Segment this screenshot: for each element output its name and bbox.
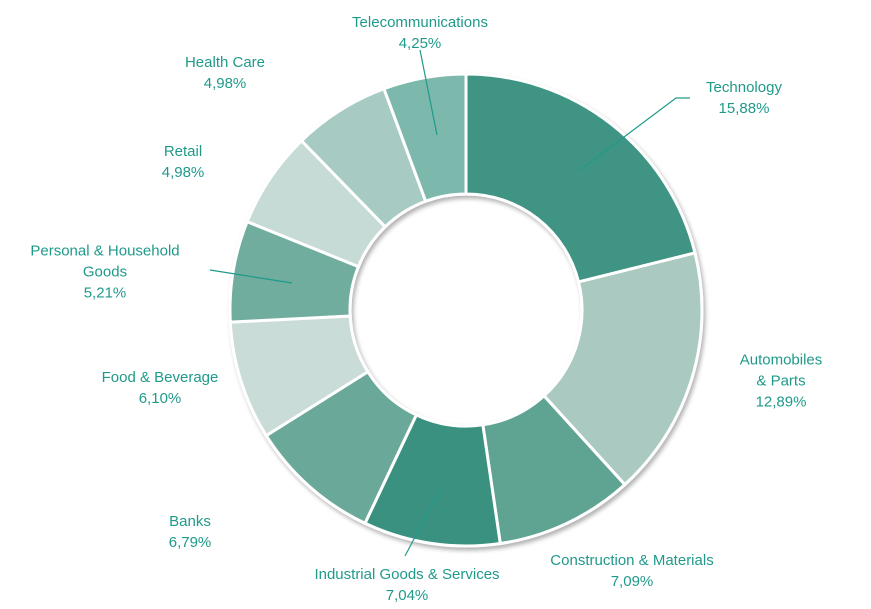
slice-value: 4,98%: [161, 164, 205, 181]
slice-label: Automobiles & Parts 12,89%: [736, 350, 826, 413]
slice-value: 15,88%: [718, 100, 770, 117]
slice-label: Industrial Goods & Services 7,04%: [314, 564, 499, 606]
slice-value: 4,98%: [203, 75, 247, 92]
slice-value: 6,10%: [138, 390, 182, 407]
slice-name: Telecommunications: [352, 14, 488, 31]
slice-name: Food & Beverage: [101, 369, 219, 386]
slice-label: Personal & Household Goods 5,21%: [8, 241, 203, 304]
donut-slice: [464, 72, 697, 284]
leader-line: [209, 269, 293, 284]
slice-label: Construction & Materials 7,09%: [550, 550, 713, 592]
slice-name: Industrial Goods & Services: [314, 566, 500, 583]
slice-name: Construction & Materials: [550, 552, 714, 569]
slice-value: 4,25%: [398, 35, 442, 52]
donut: [228, 72, 704, 548]
slice-name: Health Care: [184, 54, 266, 71]
leader-line: [579, 97, 690, 171]
slice-value: 12,89%: [755, 393, 807, 411]
donut-slice: [382, 72, 468, 204]
slice-label: Banks 6,79%: [169, 511, 212, 553]
slice-value: 6,79%: [168, 534, 212, 551]
slice-value: 5,21%: [83, 284, 127, 302]
slice-name: Retail: [163, 143, 203, 160]
slice-name: Banks: [169, 513, 211, 530]
slice-label: Retail 4,98%: [162, 141, 205, 183]
slice-label: Technology 15,88%: [706, 77, 782, 119]
leader-lines: [209, 49, 690, 557]
slice-name: Automobiles & Parts: [739, 351, 823, 390]
slice-label: Food & Beverage 6,10%: [102, 367, 219, 409]
leader-line: [419, 49, 438, 136]
slice-label: Telecommunications 4,25%: [352, 12, 488, 54]
leader-line: [404, 489, 441, 557]
donut-slice: [541, 251, 704, 487]
slice-name: Personal & Household Goods: [30, 242, 180, 281]
slice-name: Technology: [706, 79, 782, 96]
slice-value: 7,09%: [610, 573, 654, 590]
slice-value: 7,04%: [385, 587, 429, 604]
slice-label: Health Care 4,98%: [185, 52, 265, 94]
